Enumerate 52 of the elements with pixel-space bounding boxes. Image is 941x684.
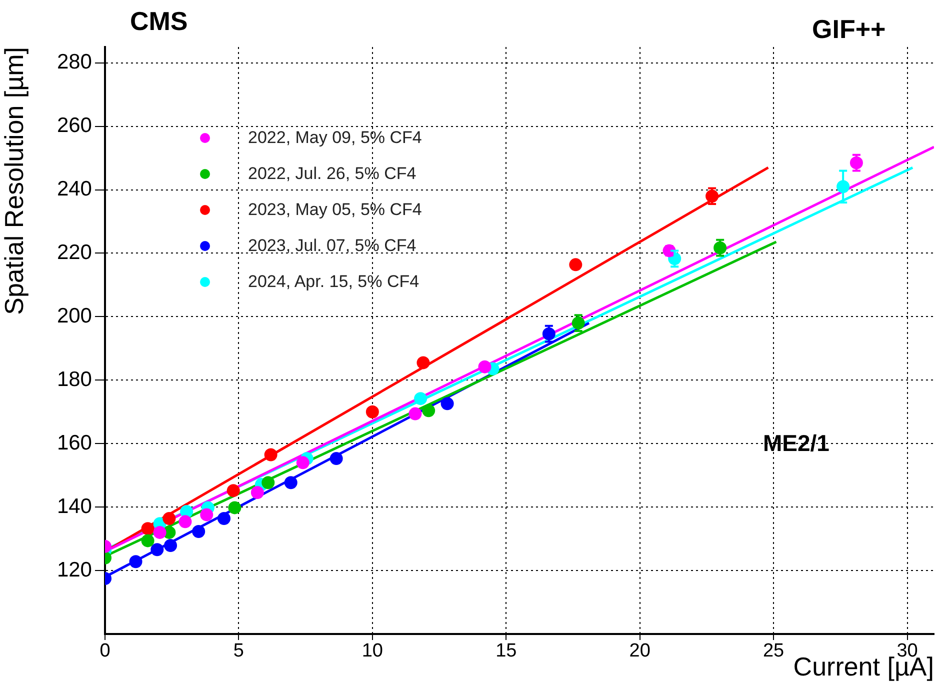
legend-label: 2022, May 09, 5% CF4 [248,128,422,148]
point [416,356,430,370]
y-tick-label: 220 [56,241,92,264]
x-tick-label: 25 [762,640,784,662]
annotation: ME2/1 [763,430,830,457]
point [296,456,310,470]
y-tick-label: 120 [56,558,92,582]
y-tick-label: 160 [56,431,92,454]
x-tick-label: 0 [100,640,110,662]
y-tick-label: 280 [56,50,92,74]
point [262,476,275,490]
point [366,405,379,418]
point [150,543,164,556]
y-tick-label: 180 [56,368,92,391]
point [478,360,492,374]
x-tick-label: 20 [629,640,650,662]
point [408,407,422,420]
point [162,512,176,526]
x-tick-label: 10 [362,640,383,662]
point [422,404,436,418]
point [164,538,178,552]
text: CMS [130,6,188,37]
point [228,501,242,514]
y-tick-label: 200 [56,304,92,328]
legend-label: 2022, Jul. 26, 5% CF4 [248,164,416,184]
point [200,508,214,522]
point [414,392,428,406]
point [284,476,298,490]
legend-label: 2023, Jul. 07, 5% CF4 [248,236,416,256]
text: GIF++ [812,14,886,45]
point [226,484,240,498]
point [153,526,166,539]
legend-label: 2023, May 05, 5% CF4 [248,200,422,220]
point [264,448,278,462]
point [129,555,142,568]
y-tick-label: 140 [56,494,92,518]
point [250,486,264,499]
point [330,452,343,466]
point [178,515,192,528]
y-tick-label: 240 [56,178,92,201]
point [569,258,582,272]
x-tick-label: 5 [233,640,244,662]
point [141,534,154,548]
point [180,505,194,518]
point [218,512,230,526]
y-tick-label: 260 [56,114,92,138]
point [440,397,454,410]
y-axis-title: Spatial Resolution [µm] [0,47,29,315]
point [141,522,154,536]
point [192,525,206,538]
legend-label: 2024, Apr. 15, 5% CF4 [248,272,420,292]
x-tick-label: 15 [496,640,517,662]
